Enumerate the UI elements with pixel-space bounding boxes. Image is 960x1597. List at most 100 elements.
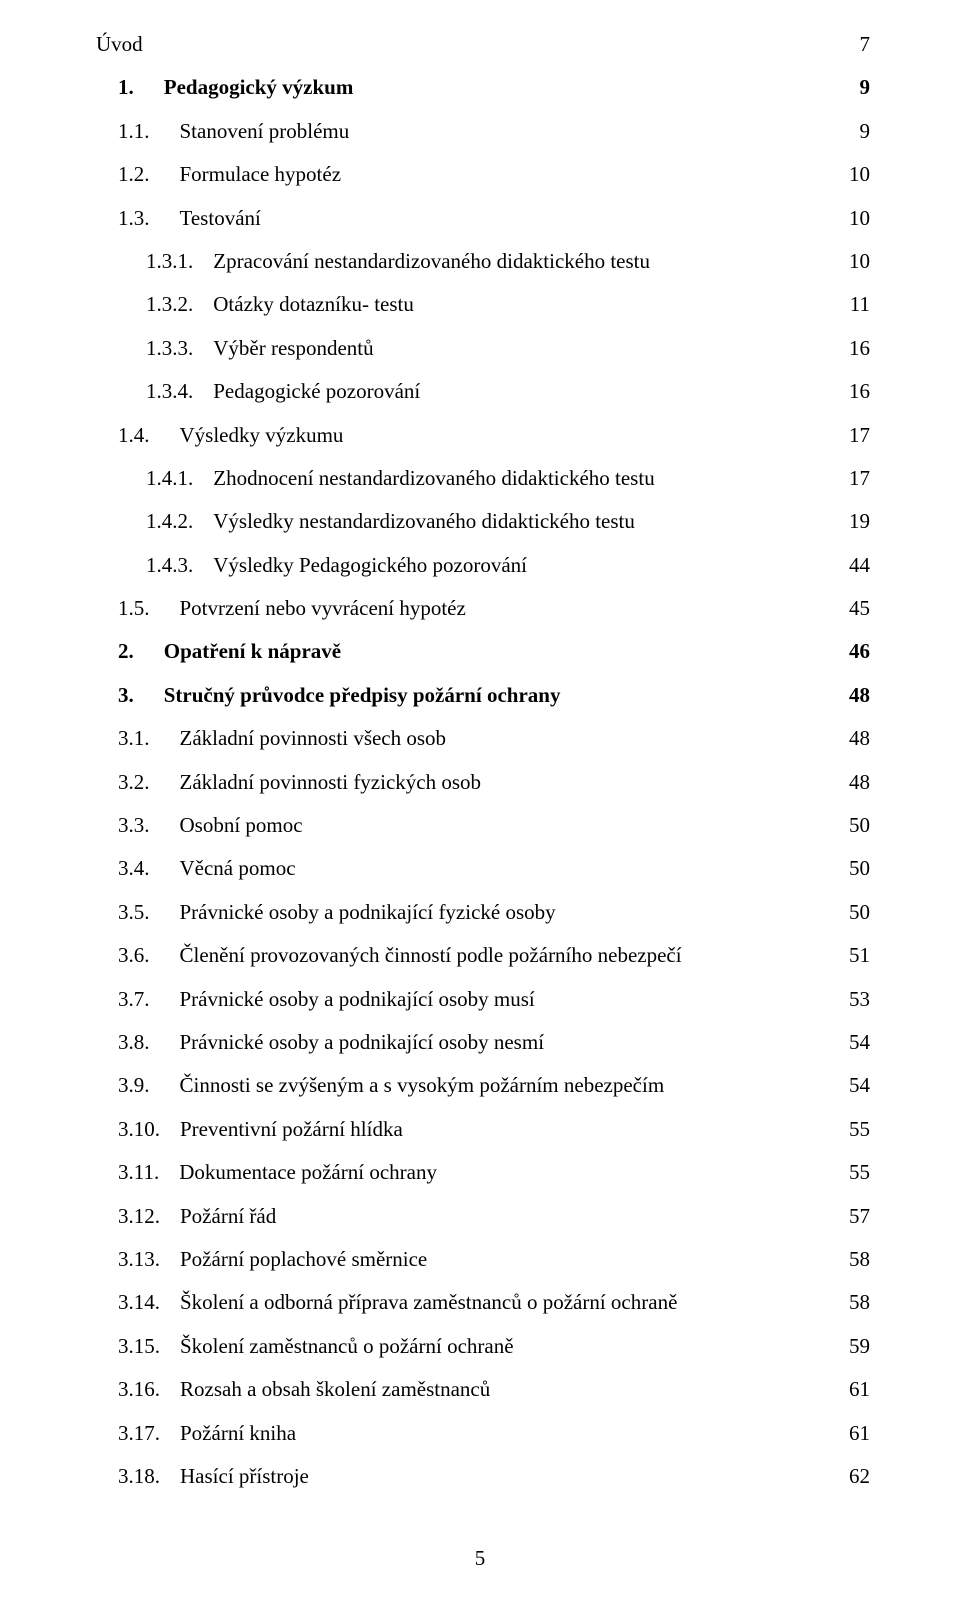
toc-entry-title: Požární kniha xyxy=(174,1419,296,1448)
toc-entry-page: 16 xyxy=(842,377,870,406)
toc-entry: 1.4.3. Výsledky Pedagogického pozorování 4… xyxy=(90,551,870,580)
toc-entry: 1.5.Potvrzení nebo vyvrácení hypotéz45 xyxy=(90,594,870,623)
toc-entry-title: Právnické osoby a podnikající fyzické os… xyxy=(174,898,556,927)
toc-entry-number: 1.4. xyxy=(118,421,150,450)
page-number: 5 xyxy=(0,1546,960,1571)
toc-entry-page: 54 xyxy=(842,1071,870,1100)
toc-entry-title: Formulace hypotéz xyxy=(174,160,342,189)
toc-entry-number: 1.5. xyxy=(118,594,150,623)
toc-entry-number: 3.13. xyxy=(118,1245,160,1274)
toc-entry-title: Preventivní požární hlídka xyxy=(174,1115,403,1144)
toc-entry-title: Testování xyxy=(174,204,261,233)
toc-entry-page: 10 xyxy=(842,160,870,189)
toc-entry-page: 55 xyxy=(842,1158,870,1187)
toc-entry: 3.12.Požární řád57 xyxy=(90,1202,870,1231)
toc-entry-page: 10 xyxy=(842,204,870,233)
toc-entry: 2.Opatření k nápravě46 xyxy=(90,637,870,666)
toc-entry-page: 7 xyxy=(842,30,870,59)
toc-entry-page: 51 xyxy=(842,941,870,970)
toc-entry-number: 1.3.4. xyxy=(146,377,193,406)
toc-entry-page: 54 xyxy=(842,1028,870,1057)
toc-entry-number: 3.7. xyxy=(118,985,150,1014)
toc-entry: 3.14.Školení a odborná příprava zaměstna… xyxy=(90,1288,870,1317)
toc-entry-number: 1.1. xyxy=(118,117,150,146)
toc-entry: 1.3. Testování 10 xyxy=(90,204,870,233)
toc-entry-title: Pedagogické pozorování xyxy=(207,377,420,406)
toc-entry-title: Pedagogický výzkum xyxy=(158,73,354,102)
toc-entry-page: 61 xyxy=(842,1419,870,1448)
toc-entry: 3.8.Právnické osoby a podnikající osoby … xyxy=(90,1028,870,1057)
toc-entry-page: 46 xyxy=(842,637,870,666)
toc-entry-number: 3.10. xyxy=(118,1115,160,1144)
toc-entry: 3.15.Školení zaměstnanců o požární ochra… xyxy=(90,1332,870,1361)
toc-entry-number: 1.3. xyxy=(118,204,150,233)
toc-entry-title: Členění provozovaných činností podle pož… xyxy=(174,941,682,970)
toc-entry-title: Výběr respondentů xyxy=(207,334,373,363)
toc-entry-page: 11 xyxy=(842,290,870,319)
toc-entry: 3.7. Právnické osoby a podnikající osoby … xyxy=(90,985,870,1014)
toc-entry-page: 57 xyxy=(842,1202,870,1231)
toc-entry: 3.11.Dokumentace požární ochrany55 xyxy=(90,1158,870,1187)
toc-entry-page: 9 xyxy=(842,73,870,102)
toc-entry: 3.Stručný průvodce předpisy požární ochr… xyxy=(90,681,870,710)
toc-entry-title: Otázky dotazníku- testu xyxy=(207,290,414,319)
toc-entry: 3.3.Osobní pomoc50 xyxy=(90,811,870,840)
toc-entry-page: 16 xyxy=(842,334,870,363)
toc-entry: Úvod 7 xyxy=(90,30,870,59)
toc-entry-number: 1.3.2. xyxy=(146,290,193,319)
toc-entry-title: Základní povinnosti všech osob xyxy=(174,724,447,753)
toc-entry: 1.3.4. Pedagogické pozorování 16 xyxy=(90,377,870,406)
toc-entry-title: Stručný průvodce předpisy požární ochran… xyxy=(158,681,561,710)
toc-entry: 1.4.Výsledky výzkumu17 xyxy=(90,421,870,450)
toc-entry-page: 62 xyxy=(842,1462,870,1491)
toc-entry-title: Věcná pomoc xyxy=(174,854,296,883)
toc-entry-page: 10 xyxy=(842,247,870,276)
toc-entry: 1. Pedagogický výzkum 9 xyxy=(90,73,870,102)
toc-entry-title: Osobní pomoc xyxy=(174,811,303,840)
toc-entry-number: 3.5. xyxy=(118,898,150,927)
toc-entry-number: 3.12. xyxy=(118,1202,160,1231)
toc-entry-title: Úvod xyxy=(90,30,143,59)
toc-entry-page: 9 xyxy=(842,117,870,146)
toc-entry-number: 1.4.3. xyxy=(146,551,193,580)
toc-entry-page: 19 xyxy=(842,507,870,536)
toc-entry-number: 1. xyxy=(118,73,134,102)
toc-entry-page: 53 xyxy=(842,985,870,1014)
toc-entry: 3.5. Právnické osoby a podnikající fyzick… xyxy=(90,898,870,927)
toc-entry-page: 44 xyxy=(842,551,870,580)
toc-entry: 3.2.Základní povinnosti fyzických osob48 xyxy=(90,768,870,797)
toc-entry-number: 3.17. xyxy=(118,1419,160,1448)
toc-entry-page: 58 xyxy=(842,1245,870,1274)
toc-entry-number: 3.11. xyxy=(118,1158,159,1187)
toc-entry: 1.4.1. Zhodnocení nestandardizovaného did… xyxy=(90,464,870,493)
toc-entry-title: Právnické osoby a podnikající osoby musí xyxy=(174,985,535,1014)
toc-entry-page: 50 xyxy=(842,811,870,840)
toc-entry-title: Právnické osoby a podnikající osoby nesm… xyxy=(174,1028,545,1057)
toc-entry: 3.9. Činnosti se zvýšeným a s vysokým pož… xyxy=(90,1071,870,1100)
toc-entry-page: 48 xyxy=(842,724,870,753)
toc-entry-number: 1.4.1. xyxy=(146,464,193,493)
toc-entry-page: 55 xyxy=(842,1115,870,1144)
toc-entry: 1.2. Formulace hypotéz 10 xyxy=(90,160,870,189)
toc-entry-title: Hasící přístroje xyxy=(174,1462,309,1491)
toc-entry-number: 3.9. xyxy=(118,1071,150,1100)
toc-entry-number: 1.3.1. xyxy=(146,247,193,276)
toc-entry-page: 61 xyxy=(842,1375,870,1404)
toc-entry-title: Školení zaměstnanců o požární ochraně xyxy=(174,1332,514,1361)
toc-entry-title: Zhodnocení nestandardizovaného didaktick… xyxy=(207,464,654,493)
toc-entry-page: 48 xyxy=(842,681,870,710)
toc-entry-number: 1.4.2. xyxy=(146,507,193,536)
toc-entry-title: Požární poplachové směrnice xyxy=(174,1245,427,1274)
toc-entry-page: 48 xyxy=(842,768,870,797)
toc-entry-page: 45 xyxy=(842,594,870,623)
toc-entry-title: Činnosti se zvýšeným a s vysokým požární… xyxy=(174,1071,665,1100)
toc-entry: 3.10. Preventivní požární hlídka 55 xyxy=(90,1115,870,1144)
toc-entry: 3.6.Členění provozovaných činností podle… xyxy=(90,941,870,970)
toc-entry-number: 3.1. xyxy=(118,724,150,753)
toc-entry-number: 3.14. xyxy=(118,1288,160,1317)
toc-entry: 1.3.3.Výběr respondentů16 xyxy=(90,334,870,363)
toc-entry-title: Výsledky Pedagogického pozorování xyxy=(207,551,527,580)
toc-entry-number: 1.2. xyxy=(118,160,150,189)
toc-entry-page: 58 xyxy=(842,1288,870,1317)
toc-entry-title: Výsledky výzkumu xyxy=(174,421,344,450)
